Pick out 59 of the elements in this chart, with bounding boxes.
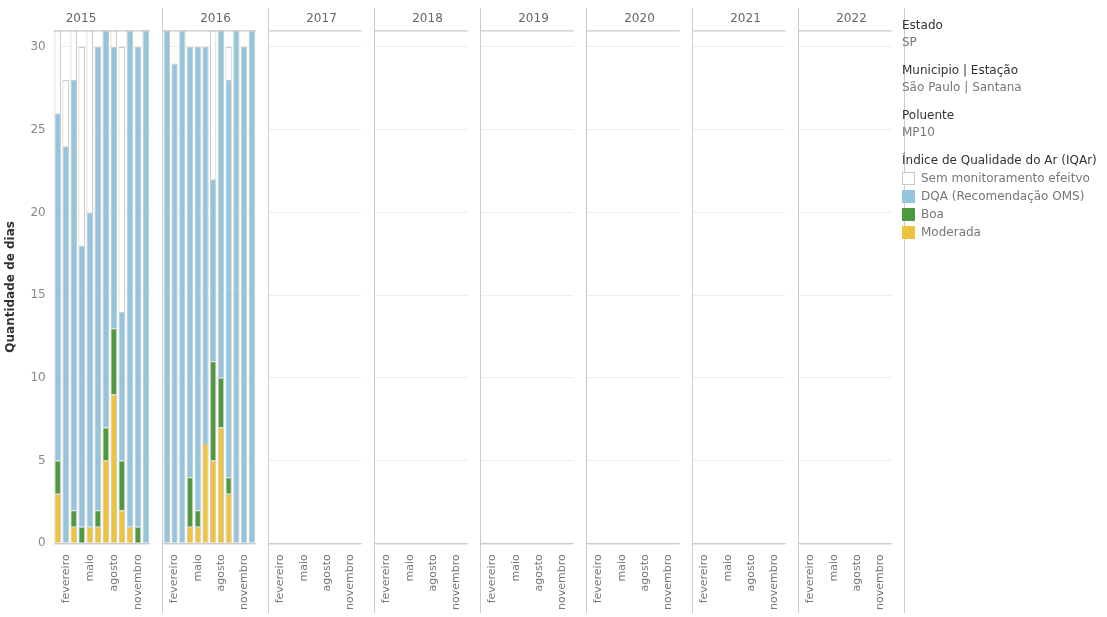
x-tick-label: fevereiro: [58, 554, 72, 604]
x-tick-label: fevereiro: [697, 554, 711, 604]
chart-title: 2021: [730, 11, 761, 26]
legend-label: Moderada: [921, 225, 981, 239]
x-tick-label: maio: [296, 554, 310, 582]
x-tick-label: maio: [720, 554, 734, 582]
x-tick-label: fevereiro: [485, 554, 499, 604]
x-tick-label: novembro: [448, 554, 462, 610]
x-tick-label: agosto: [637, 554, 651, 592]
text: São Paulo | Santana: [902, 80, 1023, 94]
x-tick-label: maio: [82, 554, 96, 582]
legend-label: DQA (Recomendação OMS): [921, 189, 1085, 203]
x-tick-label: maio: [402, 554, 416, 582]
x-tick-label: agosto: [213, 554, 227, 592]
x-tick-label: maio: [614, 554, 628, 582]
y-tick-label: 10: [30, 369, 46, 384]
x-tick-label: novembro: [660, 554, 674, 610]
x-tick-label: fevereiro: [803, 554, 817, 604]
text: Poluente: [902, 108, 956, 122]
x-tick-label: agosto: [425, 554, 439, 592]
chart-title: 2015: [65, 11, 97, 26]
chart-title: 2018: [412, 11, 443, 26]
x-tick-label: fevereiro: [591, 554, 605, 604]
y-tick-label: 15: [30, 287, 46, 302]
text: SP: [902, 35, 918, 49]
text: MP10: [902, 125, 936, 139]
chart-title: 2019: [518, 11, 549, 26]
legend-title: Índice de Qualidade do Ar (IQAr): [902, 153, 1098, 167]
x-tick-label: fevereiro: [273, 554, 287, 604]
x-tick-label: maio: [508, 554, 522, 582]
legend-label: Boa: [921, 207, 944, 221]
chart-title: 2016: [200, 11, 231, 26]
x-tick-label: novembro: [872, 554, 886, 610]
x-tick-label: fevereiro: [167, 554, 181, 604]
x-tick-label: agosto: [319, 554, 333, 592]
y-tick-label: 30: [30, 39, 46, 54]
x-tick-label: novembro: [130, 554, 144, 610]
legend-label: Sem monitoramento efeitvo: [921, 171, 1090, 185]
x-tick-label: novembro: [236, 554, 250, 610]
y-tick-label: 5: [38, 452, 46, 467]
x-tick-label: novembro: [766, 554, 780, 610]
x-tick-label: novembro: [342, 554, 356, 610]
x-tick-label: agosto: [743, 554, 757, 592]
y-tick-label: 0: [38, 535, 46, 550]
y-tick-label: 20: [30, 204, 46, 219]
y-tick-label: 25: [30, 121, 46, 136]
chart-title: 2022: [836, 11, 867, 26]
x-tick-label: fevereiro: [379, 554, 393, 604]
chart-title: 2017: [306, 11, 337, 26]
x-tick-label: maio: [190, 554, 204, 582]
x-tick-label: agosto: [849, 554, 863, 592]
x-tick-label: agosto: [531, 554, 545, 592]
x-tick-label: agosto: [106, 554, 120, 592]
text: Municipio | Estação: [902, 63, 1019, 77]
text: Estado: [902, 18, 944, 32]
y-axis-title: Quantidade de dias: [3, 221, 18, 353]
x-tick-label: novembro: [554, 554, 568, 610]
chart-title: 2020: [624, 11, 655, 26]
x-tick-label: maio: [826, 554, 840, 582]
